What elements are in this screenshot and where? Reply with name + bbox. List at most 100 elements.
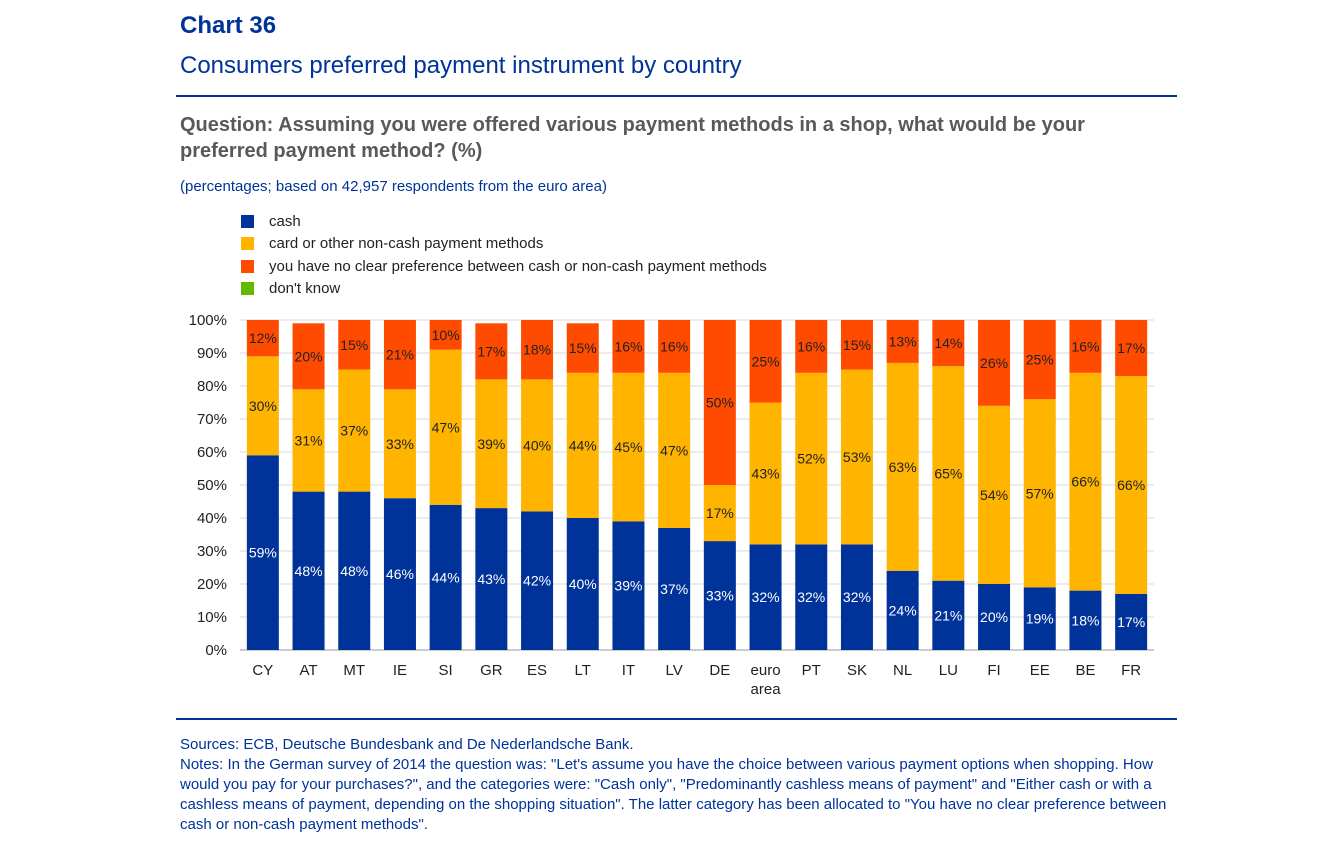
chart-number: Chart 36 bbox=[180, 12, 277, 39]
data-label: 13% bbox=[889, 333, 917, 349]
y-tick-label: 30% bbox=[197, 543, 227, 560]
data-label: 50% bbox=[706, 395, 734, 411]
bar-segment bbox=[292, 389, 325, 492]
data-label: 21% bbox=[934, 607, 962, 623]
legend-swatch-no-preference bbox=[241, 259, 254, 273]
y-tick-label: 70% bbox=[197, 411, 227, 428]
legend-label: card or other non-cash payment methods bbox=[269, 235, 544, 253]
survey-question: Question: Assuming you were offered vari… bbox=[180, 114, 1085, 162]
y-tick-label: 80% bbox=[197, 378, 227, 395]
data-label: 65% bbox=[934, 465, 962, 481]
data-label: 32% bbox=[797, 589, 825, 605]
bar-segment bbox=[383, 498, 416, 650]
data-label: 54% bbox=[980, 487, 1008, 503]
x-tick-label: MT bbox=[343, 662, 365, 679]
data-label: 25% bbox=[1026, 352, 1054, 368]
bar-segment bbox=[1069, 320, 1102, 373]
legend-label: don't know bbox=[269, 280, 341, 298]
data-label: 37% bbox=[340, 423, 368, 439]
bar-segment bbox=[383, 389, 416, 499]
data-label: 40% bbox=[569, 576, 597, 592]
data-label: 43% bbox=[477, 571, 505, 587]
data-label: 52% bbox=[797, 451, 825, 467]
data-label: 17% bbox=[477, 343, 505, 359]
legend-swatch-cash bbox=[241, 214, 254, 228]
data-label: 26% bbox=[980, 355, 1008, 371]
data-label: 39% bbox=[614, 578, 642, 594]
header-rule bbox=[176, 95, 1177, 97]
data-label: 15% bbox=[340, 337, 368, 353]
bar-segment bbox=[1023, 587, 1056, 650]
bar-segment bbox=[246, 320, 279, 357]
data-label: 48% bbox=[295, 563, 323, 579]
legend: cash card or other non-cash payment meth… bbox=[241, 210, 767, 300]
data-label: 32% bbox=[752, 589, 780, 605]
respondents-note: (percentages; based on 42,957 respondent… bbox=[180, 178, 607, 195]
bar-segment bbox=[429, 349, 462, 505]
bar-segment bbox=[703, 541, 736, 650]
data-label: 47% bbox=[660, 442, 688, 458]
data-label: 17% bbox=[1117, 340, 1145, 356]
bar-segment bbox=[1115, 376, 1148, 594]
x-tick-label: SK bbox=[847, 662, 867, 679]
bar-segment bbox=[886, 570, 919, 650]
bar-segment bbox=[566, 372, 599, 518]
bar-segment bbox=[475, 379, 508, 509]
bar-segment bbox=[292, 323, 325, 390]
data-label: 15% bbox=[569, 340, 597, 356]
data-label: 57% bbox=[1026, 485, 1054, 501]
data-label: 45% bbox=[614, 439, 642, 455]
data-label: 39% bbox=[477, 436, 505, 452]
data-label: 47% bbox=[432, 419, 460, 435]
x-tick-label: GR bbox=[480, 662, 503, 679]
data-label: 33% bbox=[706, 588, 734, 604]
data-label: 63% bbox=[889, 459, 917, 475]
bar-segment bbox=[429, 504, 462, 650]
bar-segment bbox=[658, 320, 691, 373]
bar-segment bbox=[566, 323, 599, 373]
bar-segment bbox=[1069, 372, 1102, 591]
bar-segment bbox=[338, 320, 371, 370]
x-tick-label: area bbox=[751, 681, 782, 698]
x-tick-label: NL bbox=[893, 662, 912, 679]
bar-segment bbox=[932, 580, 965, 650]
legend-swatch-card bbox=[241, 237, 254, 251]
data-label: 16% bbox=[660, 338, 688, 354]
bar-segment bbox=[429, 320, 462, 350]
bar-segment bbox=[383, 320, 416, 390]
y-tick-label: 20% bbox=[197, 576, 227, 593]
data-label: 17% bbox=[706, 505, 734, 521]
data-label: 10% bbox=[432, 327, 460, 343]
x-tick-label: SI bbox=[439, 662, 453, 679]
bar-segment bbox=[658, 527, 691, 650]
legend-item: don't know bbox=[241, 278, 767, 301]
bar-segment bbox=[886, 320, 919, 363]
bar-segment bbox=[1069, 590, 1102, 650]
legend-item: cash bbox=[241, 210, 767, 233]
data-label: 31% bbox=[295, 432, 323, 448]
x-tick-label: FR bbox=[1121, 662, 1141, 679]
bar-segment bbox=[978, 320, 1011, 406]
y-tick-label: 40% bbox=[197, 510, 227, 527]
bar-segment bbox=[246, 356, 279, 456]
bar-segment bbox=[795, 544, 828, 650]
bar-segment bbox=[521, 511, 554, 650]
bar-segment bbox=[978, 405, 1011, 584]
bar-segment bbox=[932, 320, 965, 367]
data-label: 66% bbox=[1071, 474, 1099, 490]
bar-segment bbox=[749, 320, 782, 403]
data-label: 53% bbox=[843, 449, 871, 465]
x-tick-label: LT bbox=[575, 662, 591, 679]
bar-segment bbox=[1023, 320, 1056, 400]
bar-segment bbox=[840, 369, 873, 545]
data-label: 37% bbox=[660, 581, 688, 597]
bar-segment bbox=[612, 521, 645, 650]
bar-segment bbox=[246, 455, 279, 650]
bar-segment bbox=[475, 508, 508, 650]
x-tick-label: CY bbox=[252, 662, 273, 679]
data-label: 21% bbox=[386, 347, 414, 363]
bar-segment bbox=[1023, 399, 1056, 588]
x-tick-label: DE bbox=[709, 662, 730, 679]
x-tick-label: FI bbox=[987, 662, 1000, 679]
